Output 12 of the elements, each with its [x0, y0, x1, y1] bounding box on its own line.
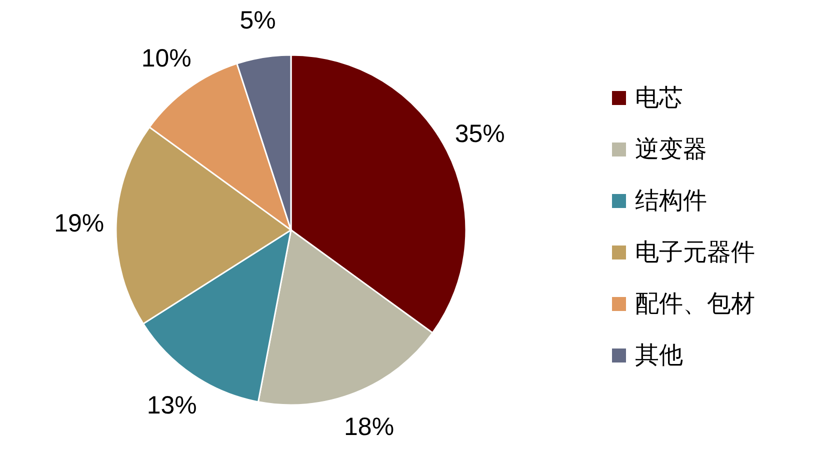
legend-label: 其他	[635, 342, 683, 369]
data-label: 13%	[146, 391, 197, 420]
legend-label: 结构件	[635, 188, 707, 214]
data-label: 10%	[141, 44, 192, 72]
legend-label: 逆变器	[635, 136, 707, 163]
legend-label: 电芯	[635, 84, 683, 112]
data-label: 19%	[54, 209, 104, 238]
data-label: 18%	[344, 413, 394, 442]
data-label: 35%	[454, 120, 505, 148]
legend-label: 电子元器件	[635, 239, 755, 266]
legend-label: 配件、包材	[635, 290, 755, 318]
data-label: 5%	[240, 6, 276, 35]
